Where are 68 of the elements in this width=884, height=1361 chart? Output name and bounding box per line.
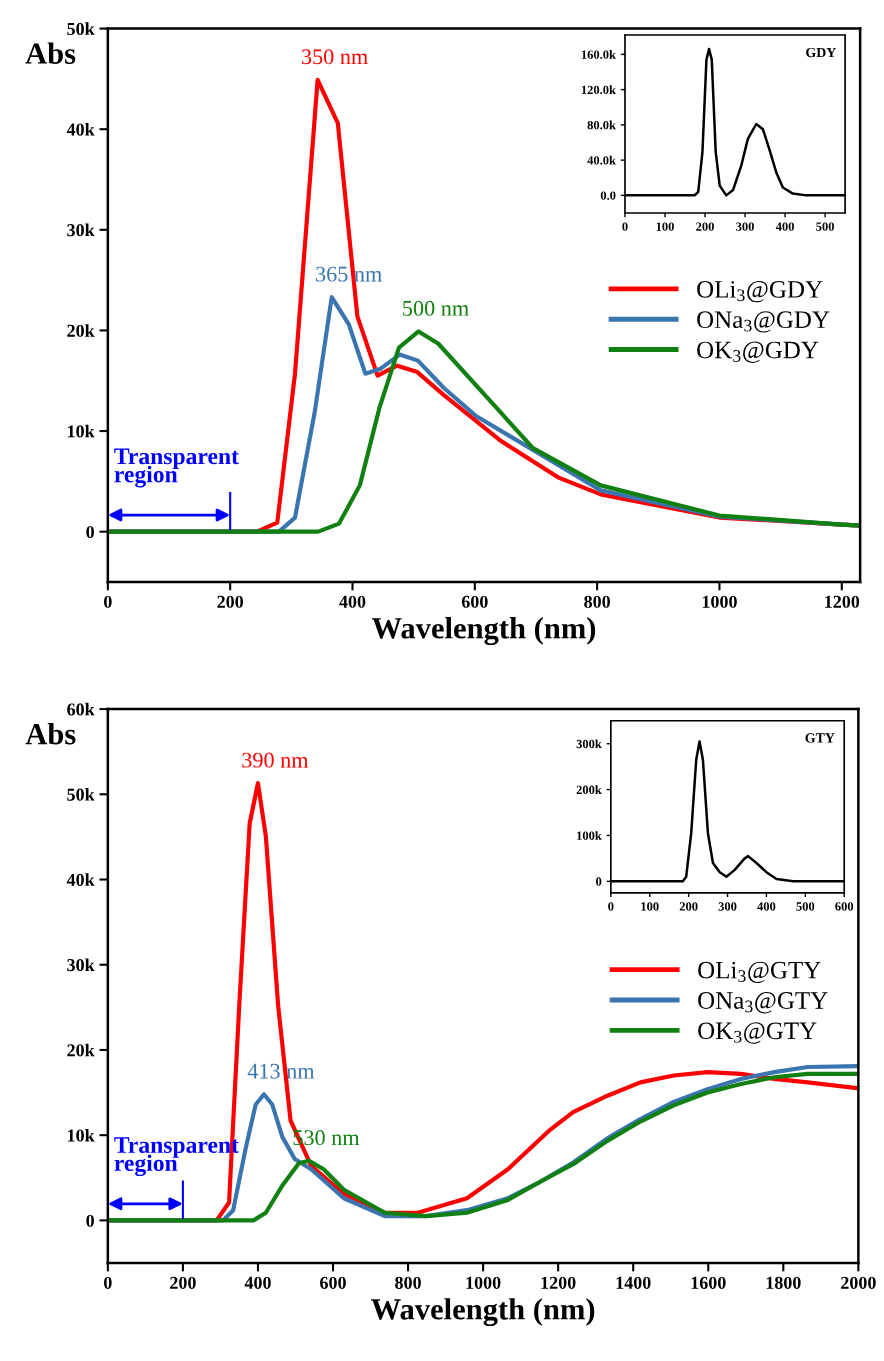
x-tick-label: 400 [775, 222, 794, 231]
x-tick-label: 400 [339, 595, 366, 608]
x-tick-label: 300 [718, 902, 737, 911]
legend-label: OLi$_{3}$@GTY [698, 961, 821, 984]
y-tick-label: 0 [86, 525, 94, 539]
y-tick-label: 40k [66, 122, 95, 136]
y-tick-label: 50k [67, 22, 95, 36]
y-tick-label: 0 [596, 877, 602, 886]
x-tick-label: 1200 [541, 1276, 576, 1289]
x-tick-label: 1800 [766, 1276, 801, 1289]
x-tick-label: 600 [835, 902, 854, 911]
y-tick-label: 300k [576, 739, 602, 749]
text: GDY [806, 47, 837, 58]
y-tick-label: 30k [67, 958, 95, 972]
x-tick-label: 0 [622, 222, 628, 231]
y-tick-label: 20k [67, 324, 95, 337]
annotation: Transparent region [114, 448, 239, 488]
y-tick-label: 40k [66, 873, 95, 886]
y-axis-title: Abs [25, 722, 76, 745]
y-tick-label: 50k [67, 788, 95, 801]
x-tick-label: 500 [816, 222, 834, 231]
x-tick-label: 200 [696, 222, 714, 231]
x-tick-label: 1200 [825, 595, 860, 608]
annotation: 390 nm [242, 752, 309, 768]
x-tick-label: 600 [320, 1276, 346, 1289]
x-tick-label: 200 [217, 595, 244, 608]
legend-label: ONa$_{3}$@GDY [697, 311, 830, 333]
y-tick-label: 0.0 [600, 191, 616, 200]
y-tick-label: 30k [67, 223, 95, 237]
x-tick-label: 800 [395, 1276, 421, 1289]
y-tick-label: 0 [86, 1214, 94, 1227]
x-tick-label: 100 [641, 902, 659, 911]
legend-label: OK$_{3}$@GDY [697, 341, 819, 363]
x-tick-label: 1600 [691, 1276, 726, 1289]
annotation: 500 nm [403, 300, 469, 316]
x-tick-label: 200 [170, 1276, 196, 1289]
x-tick-label: 300 [736, 222, 754, 231]
x-tick-label: 100 [656, 222, 674, 231]
x-tick-label: 0 [104, 595, 112, 608]
y-tick-label: 160.0k [581, 50, 616, 59]
y-tick-label: 200k [576, 785, 602, 795]
legend-label: ONa$_{3}$@GTY [698, 992, 828, 1014]
x-axis-title: Wavelength (nm) [371, 1298, 595, 1327]
x-tick-label: 600 [461, 595, 488, 608]
x-tick-label: 500 [796, 902, 815, 911]
y-tick-label: 100k [577, 831, 602, 840]
legend-label: OLi$_{3}$@GDY [697, 280, 823, 303]
x-tick-label: 1000 [466, 1276, 501, 1289]
y-tick-label: 10k [68, 424, 95, 438]
y-tick-label: 120.0k [581, 85, 616, 95]
x-tick-label: 2000 [841, 1276, 876, 1289]
x-axis-title: Wavelength (nm) [371, 617, 596, 646]
x-tick-label: 400 [757, 902, 776, 911]
text: GTY [805, 733, 835, 743]
y-tick-label: 10k [68, 1128, 95, 1142]
y-tick-label: 40.0k [587, 155, 616, 165]
x-tick-label: 800 [584, 595, 610, 608]
x-tick-label: 200 [679, 902, 698, 911]
y-tick-label: 20k [67, 1043, 95, 1057]
y-axis-title: Abs [25, 42, 76, 64]
x-tick-label: 1400 [616, 1276, 651, 1289]
x-tick-label: 400 [244, 1276, 271, 1289]
legend-label: OK$_{3}$@GTY [698, 1022, 817, 1044]
x-tick-label: 0 [104, 1276, 112, 1289]
y-tick-label: 80.0k [587, 120, 616, 130]
annotation: 350 nm [302, 49, 368, 65]
x-tick-label: 1000 [702, 595, 737, 608]
y-tick-label: 60k [67, 702, 95, 716]
